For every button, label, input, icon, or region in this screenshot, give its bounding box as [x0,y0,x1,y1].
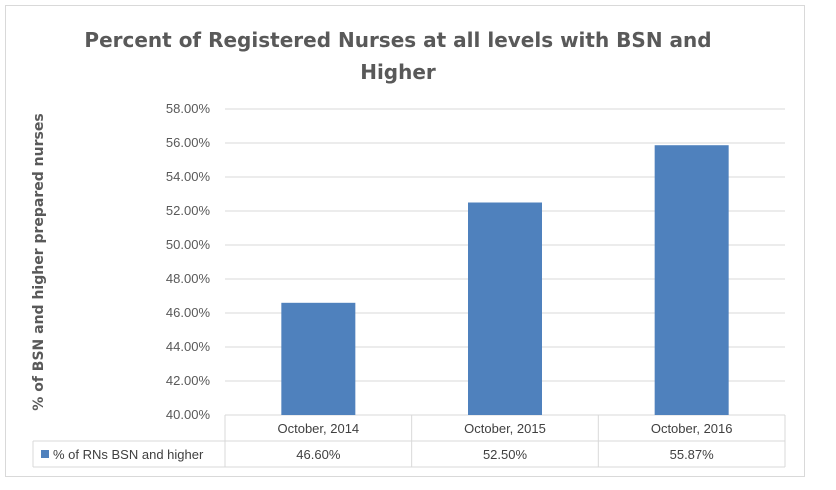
bar [468,202,542,415]
bar [654,145,729,415]
legend-label: % of RNs BSN and higher [53,447,204,462]
y-tick-label: 58.00% [166,101,211,116]
y-tick-label: 56.00% [166,135,211,150]
y-tick-label: 44.00% [166,339,211,354]
bar [281,302,356,415]
y-tick-label: 54.00% [166,169,211,184]
y-tick-label: 50.00% [166,237,211,252]
category-label: October, 2015 [464,421,546,436]
y-tick-label: 48.00% [166,271,211,286]
category-label: October, 2016 [651,421,733,436]
table-value: 55.87% [670,447,715,462]
y-tick-label: 52.00% [166,203,211,218]
y-tick-label: 40.00% [166,407,211,422]
y-tick-label: 42.00% [166,373,211,388]
y-tick-label: 46.00% [166,305,211,320]
legend-swatch [41,450,49,458]
chart-title: Percent of Registered Nurses at all leve… [84,28,712,84]
table-value: 52.50% [483,447,528,462]
category-label: October, 2014 [277,421,359,436]
table-value: 46.60% [296,447,341,462]
